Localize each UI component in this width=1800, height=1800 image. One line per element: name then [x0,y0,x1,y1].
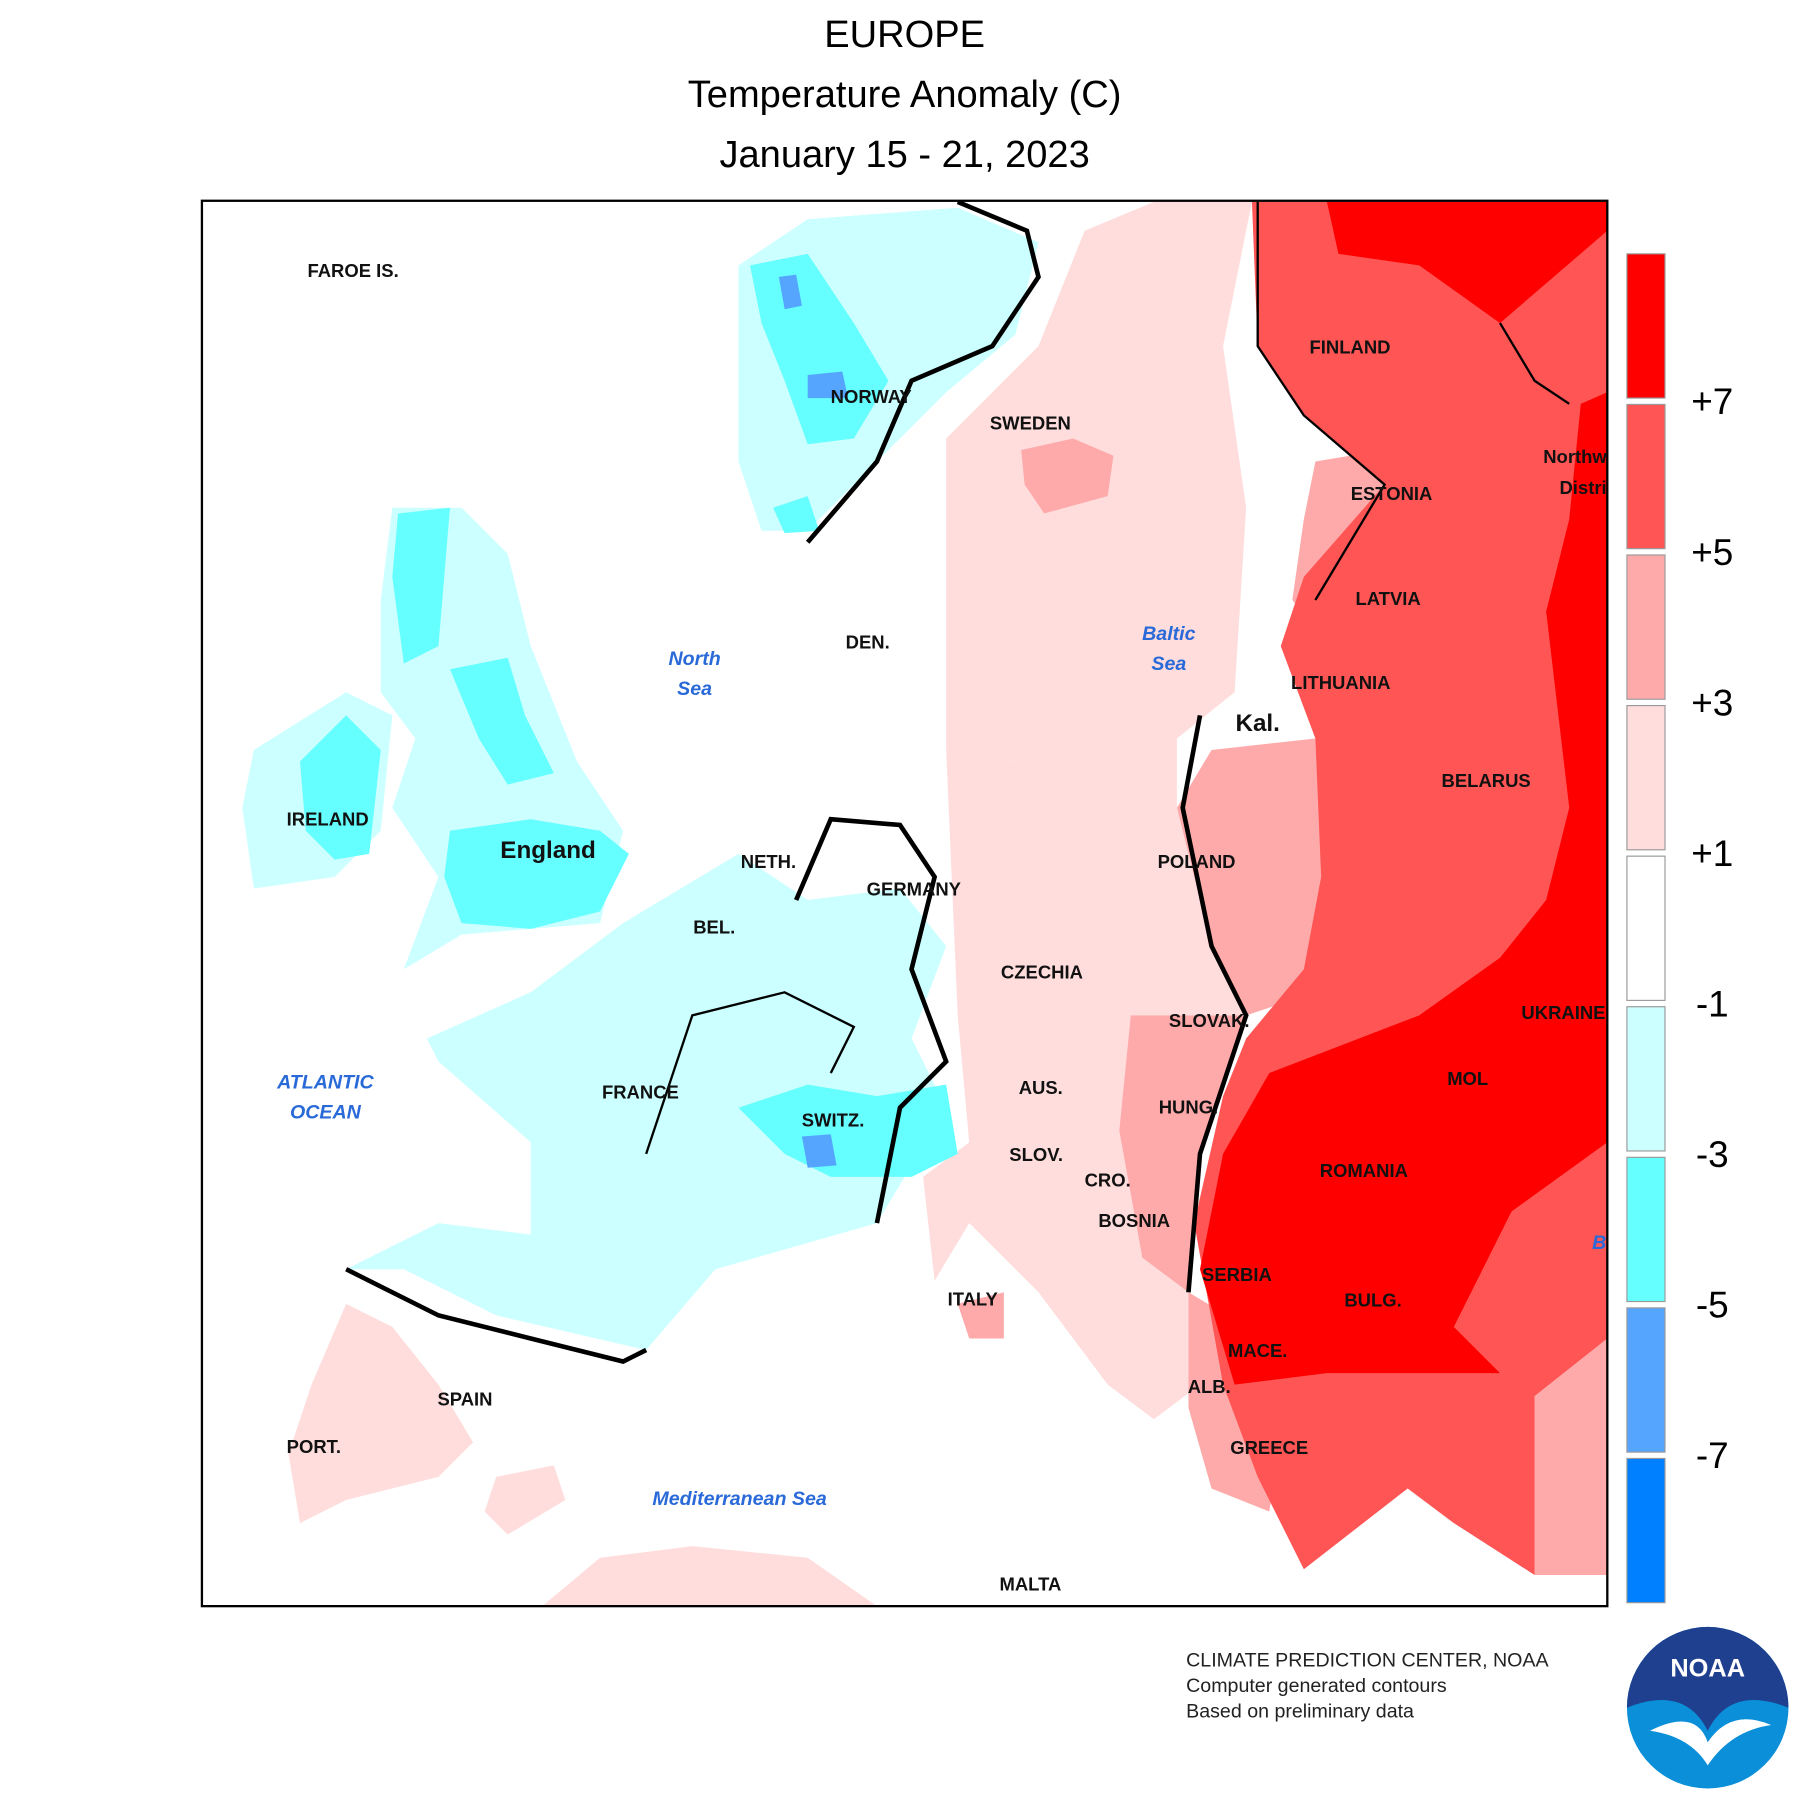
footer-line: CLIMATE PREDICTION CENTER, NOAA [1186,1650,1549,1672]
legend-swatch [1626,855,1666,1001]
legend-swatch [1626,704,1666,851]
country-label: FAROE IS. [307,260,398,281]
country-label: NORWAY [831,386,913,407]
country-label: GREECE [1230,1437,1308,1458]
legend-label: +3 [1691,682,1733,723]
country-label: FINLAND [1310,336,1391,357]
country-label: FRANCE [602,1082,679,1103]
country-label: PORT. [287,1436,341,1457]
legend-swatch [1626,1457,1666,1604]
footer-line: Computer generated contours [1186,1675,1447,1697]
legend-label: +1 [1691,833,1733,874]
sea-label: Sea [677,678,712,700]
map-shading [201,200,1608,1607]
legend-swatch [1626,403,1666,550]
country-label: BOSNIA [1098,1210,1170,1231]
region-label: England [500,837,596,864]
country-label: BEL. [693,917,735,938]
legend-label: -3 [1696,1134,1729,1175]
footer-line: Based on preliminary data [1186,1700,1414,1722]
country-label: SERBIA [1202,1264,1272,1285]
region-label: Kal. [1235,710,1279,737]
country-label: SWEDEN [990,412,1071,433]
country-label: AUS. [1019,1077,1063,1098]
country-label: SLOVAK. [1169,1010,1250,1031]
country-label: LITHUANIA [1291,672,1390,693]
legend-swatch [1626,1156,1666,1303]
sea-label: Mediterranean Sea [652,1488,826,1510]
sea-label: Baltic [1142,623,1195,645]
logo-text: NOAA [1670,1654,1745,1682]
country-label: NETH. [741,851,796,872]
date-range: January 15 - 21, 2023 [719,134,1089,176]
country-label: HUNG. [1159,1097,1218,1118]
sea-label: ATLANTIC [276,1072,374,1094]
legend-label: +5 [1691,532,1733,573]
country-label: SPAIN [437,1389,492,1410]
country-label: GERMANY [867,879,962,900]
country-label: IRELAND [287,808,369,829]
country-label: UKRAINE [1521,1002,1605,1023]
country-label: POLAND [1158,851,1236,872]
country-label: SWITZ. [802,1109,865,1130]
legend-label: -7 [1696,1435,1729,1476]
country-label: CRO. [1085,1169,1131,1190]
country-label: Northw [1543,446,1607,467]
sea-label: B [1592,1232,1606,1254]
legend-swatch [1626,253,1666,399]
country-label: ESTONIA [1351,483,1433,504]
legend-label: -5 [1696,1285,1729,1326]
country-label: Distri [1559,477,1606,498]
country-label: CZECHIA [1001,962,1083,983]
legend-swatch [1626,1006,1666,1152]
country-label: MACE. [1228,1340,1287,1361]
legend-swatch [1626,554,1666,700]
country-label: ROMANIA [1320,1160,1408,1181]
country-label: LATVIA [1355,588,1420,609]
country-label: SLOV. [1009,1144,1063,1165]
country-label: DEN. [846,632,890,653]
noaa-logo: NOAA [1626,1626,1789,1789]
subtitle: Temperature Anomaly (C) [688,74,1122,116]
country-label: BELARUS [1442,770,1531,791]
sea-label: Sea [1151,653,1186,675]
country-label: BULG. [1344,1289,1401,1310]
sea-label: OCEAN [290,1102,362,1124]
country-label: MOL [1447,1068,1488,1089]
country-label: ALB. [1188,1376,1231,1397]
map-labels: FAROE IS. NORWAY SWEDEN FINLAND ESTONIA LATVI… [276,260,1607,1594]
country-label: ITALY [948,1288,999,1309]
country-label: MALTA [999,1573,1061,1594]
legend-label: +7 [1691,381,1733,422]
legend-label: -1 [1696,983,1729,1024]
map-frame [200,199,1609,1608]
sea-label: North [668,648,720,670]
legend: +7 +5 +3 +1 -1 -3 -5 -7 [1626,253,1733,1604]
legend-swatch [1626,1307,1666,1453]
title: EUROPE [824,14,985,56]
